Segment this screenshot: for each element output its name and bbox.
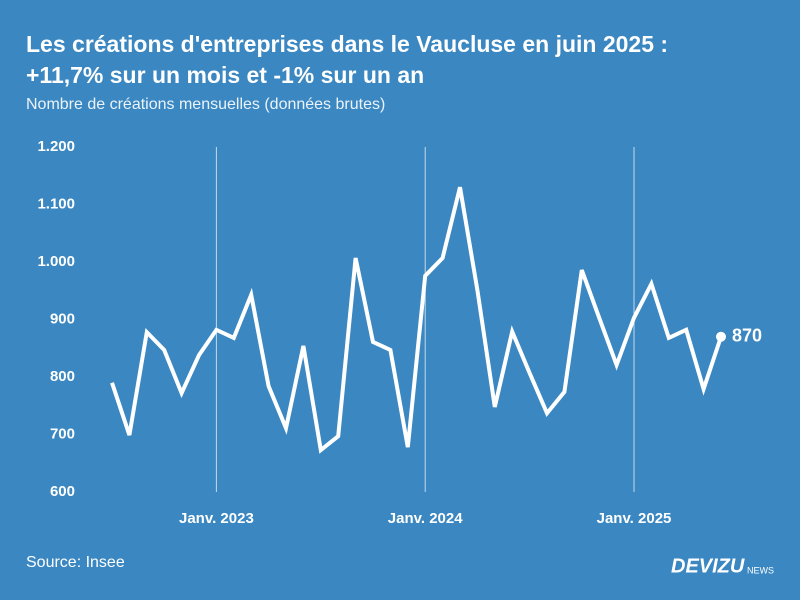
line [110,186,723,454]
x-tick-label: Janv. 2023 [179,510,254,527]
y-tick-label: 600 [50,483,75,500]
y-tick-label: 700 [50,425,75,442]
y-tick-label: 800 [50,368,75,385]
brand-suffix: NEWS [747,565,774,575]
brand: DEVIZU [671,555,745,577]
y-tick-label: 900 [50,310,75,327]
y-tick-label: 1.200 [37,138,75,155]
x-tick-label: Janv. 2025 [597,510,672,527]
y-tick-label: 1.000 [37,253,75,270]
end-label: 870 [732,326,762,346]
x-tick-label: Janv. 2024 [388,510,463,527]
chart-subtitle: Nombre de créations mensuelles (données … [26,96,385,113]
end-point [716,331,726,342]
chart-title: Les créations d'entreprises dans le Vauc… [26,31,668,57]
y-tick-label: 1.100 [37,195,75,212]
source: Source: Insee [26,554,125,571]
chart-title: +11,7% sur un mois et -1% sur un an [26,62,424,88]
